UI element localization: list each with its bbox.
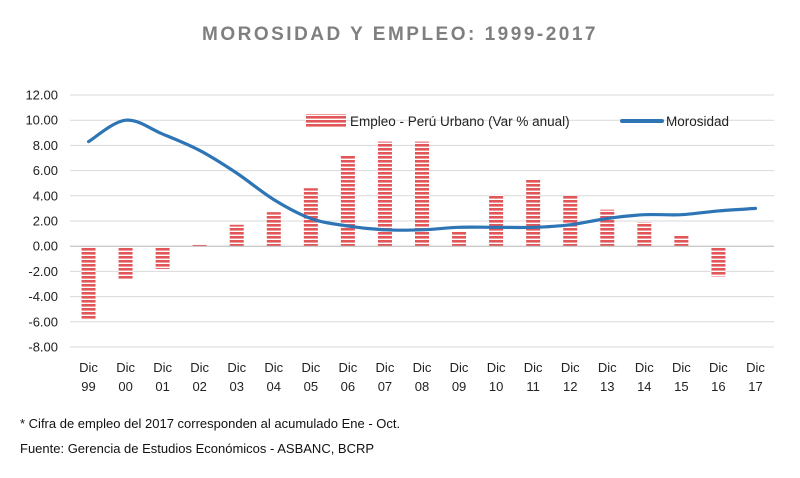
x-tick-label: Dic [339, 360, 358, 375]
x-tick-label: Dic [709, 360, 728, 375]
x-tick-label: 01 [155, 379, 169, 394]
y-tick-label: 2.00 [33, 214, 58, 229]
bar-empleo [81, 246, 96, 320]
bar-empleo [526, 179, 541, 247]
x-tick-label: 15 [674, 379, 688, 394]
bar-empleo [340, 155, 355, 247]
x-tick-label: 14 [637, 379, 651, 394]
bar-empleo [192, 244, 207, 247]
y-tick-label: -4.00 [28, 289, 58, 304]
x-tick-label: 06 [341, 379, 355, 394]
x-tick-label: Dic [635, 360, 654, 375]
x-tick-label: 13 [600, 379, 614, 394]
bar-series [81, 141, 726, 320]
x-tick-label: 08 [415, 379, 429, 394]
source-note: Fuente: Gerencia de Estudios Económicos … [20, 441, 375, 456]
x-tick-label: Dic [450, 360, 469, 375]
y-tick-label: 8.00 [33, 138, 58, 153]
x-tick-label: 10 [489, 379, 503, 394]
y-tick-label: 10.00 [25, 113, 58, 128]
x-tick-label: Dic [524, 360, 543, 375]
x-tick-label: 09 [452, 379, 466, 394]
x-tick-label: 02 [192, 379, 206, 394]
y-tick-label: 4.00 [33, 188, 58, 203]
line-series [86, 118, 758, 232]
y-tick-label: 6.00 [33, 163, 58, 178]
x-tick-label: 17 [748, 379, 762, 394]
bar-empleo [711, 246, 726, 277]
x-tick-label: 12 [563, 379, 577, 394]
x-tick-label: Dic [190, 360, 209, 375]
y-tick-label: -6.00 [28, 314, 58, 329]
chart-title: MOROSIDAD Y EMPLEO: 1999-2017 [202, 24, 598, 45]
bar-empleo [674, 234, 689, 247]
legend-swatch-empleo [306, 114, 346, 128]
y-tick-label: -2.00 [28, 264, 58, 279]
x-tick-label: 11 [526, 379, 540, 394]
x-tick-label: Dic [79, 360, 98, 375]
x-tick-label: Dic [487, 360, 506, 375]
legend-label-empleo: Empleo - Perú Urbano (Var % anual) [350, 114, 570, 129]
y-axis: 12.00 10.00 8.00 6.00 4.00 2.00 0.00 -2.00 -4.00… [25, 88, 58, 355]
x-tick-label: Dic [746, 360, 765, 375]
bar-empleo [600, 209, 615, 247]
x-tick-label: Dic [264, 360, 283, 375]
x-tick-label: Dic [227, 360, 246, 375]
x-tick-label: Dic [376, 360, 395, 375]
x-tick-label: Dic [672, 360, 691, 375]
line-morosidad [86, 118, 758, 232]
bar-empleo [489, 194, 504, 247]
x-tick-label: 99 [81, 379, 95, 394]
x-tick-label: 07 [378, 379, 392, 394]
legend: Empleo - Perú Urbano (Var % anual) Moros… [306, 114, 729, 129]
y-tick-label: -8.00 [28, 340, 58, 355]
bar-empleo [637, 222, 652, 247]
x-tick-label: Dic [301, 360, 320, 375]
bar-empleo [266, 212, 281, 247]
x-tick-label: Dic [116, 360, 135, 375]
bar-empleo [452, 231, 467, 247]
bar-empleo [563, 195, 578, 247]
x-tick-label: Dic [598, 360, 617, 375]
bar-empleo [155, 246, 170, 269]
x-tick-label: 05 [304, 379, 318, 394]
bar-empleo [118, 246, 133, 279]
x-tick-label: 04 [267, 379, 281, 394]
legend-label-morosidad: Morosidad [666, 114, 729, 129]
y-tick-label: 0.00 [33, 239, 58, 254]
x-tick-label: 03 [230, 379, 244, 394]
x-tick-label: 00 [118, 379, 132, 394]
x-tick-label: Dic [153, 360, 172, 375]
y-tick-label: 12.00 [25, 88, 58, 103]
x-axis: Dic 99 Dic 00 Dic 01 Dic 02 Dic 03 Dic 04 Dic 05 Dic 06… [70, 245, 774, 394]
bar-empleo [415, 141, 429, 247]
footnote: * Cifra de empleo del 2017 corresponden … [20, 416, 401, 431]
bar-empleo [229, 224, 244, 247]
bar-empleo [377, 141, 392, 247]
x-tick-label: Dic [413, 360, 432, 375]
x-tick-label: Dic [561, 360, 580, 375]
x-tick-label: 16 [711, 379, 725, 394]
